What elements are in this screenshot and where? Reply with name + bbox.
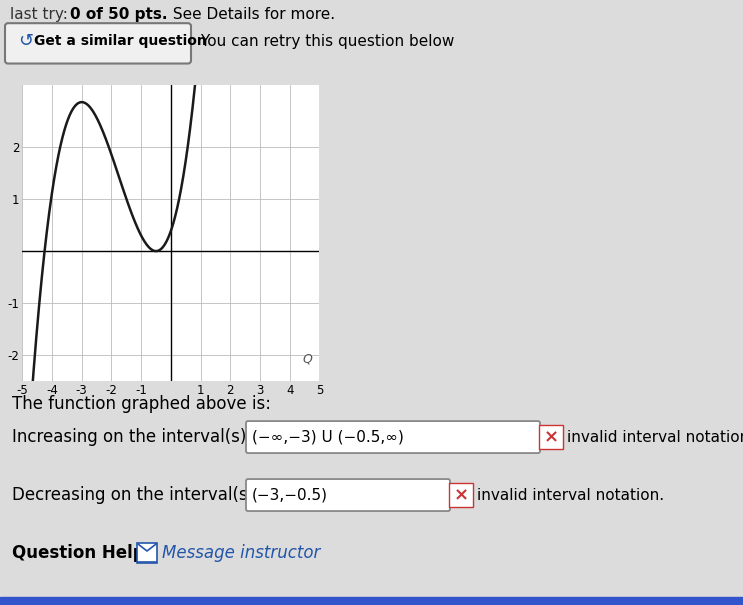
Text: Decreasing on the interval(s): Decreasing on the interval(s) bbox=[12, 486, 254, 504]
FancyBboxPatch shape bbox=[246, 479, 450, 511]
Bar bbox=[0, 597, 743, 605]
Text: Increasing on the interval(s): Increasing on the interval(s) bbox=[12, 428, 247, 446]
Text: invalid interval notation.: invalid interval notation. bbox=[477, 488, 664, 503]
Text: (−3,−0.5): (−3,−0.5) bbox=[252, 488, 328, 503]
Text: The function graphed above is:: The function graphed above is: bbox=[12, 395, 271, 413]
Text: You can retry this question below: You can retry this question below bbox=[200, 34, 455, 49]
FancyBboxPatch shape bbox=[539, 425, 563, 449]
Text: Message instructor: Message instructor bbox=[162, 544, 320, 562]
Text: 0 of 50 pts.: 0 of 50 pts. bbox=[70, 7, 167, 22]
FancyBboxPatch shape bbox=[449, 483, 473, 507]
Text: (−∞,−3) U (−0.5,∞): (−∞,−3) U (−0.5,∞) bbox=[252, 430, 404, 445]
Text: See Details for more.: See Details for more. bbox=[168, 7, 335, 22]
FancyBboxPatch shape bbox=[246, 421, 540, 453]
FancyBboxPatch shape bbox=[137, 543, 157, 563]
Text: Question Help:: Question Help: bbox=[12, 544, 152, 562]
Text: ×: × bbox=[453, 486, 469, 504]
Text: Get a similar question: Get a similar question bbox=[34, 34, 207, 48]
Text: invalid interval notation.: invalid interval notation. bbox=[567, 430, 743, 445]
Text: last try:: last try: bbox=[10, 7, 73, 22]
Text: ↺: ↺ bbox=[18, 32, 33, 50]
Text: Q: Q bbox=[302, 353, 313, 365]
Text: ×: × bbox=[543, 428, 559, 446]
FancyBboxPatch shape bbox=[5, 23, 191, 64]
